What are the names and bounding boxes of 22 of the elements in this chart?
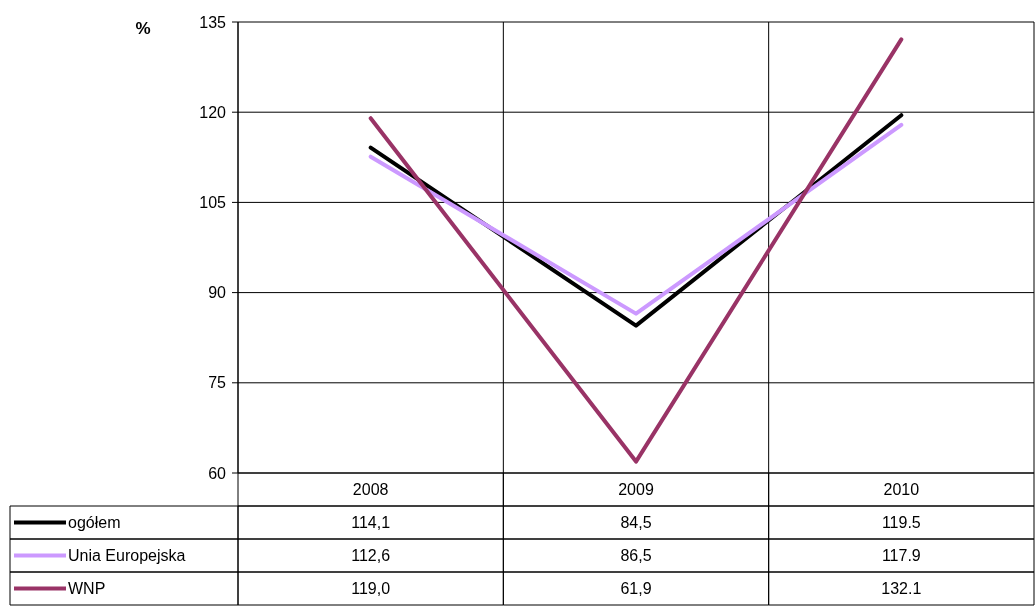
legend-label: ogółem bbox=[68, 514, 121, 532]
legend-label: Unia Europejska bbox=[68, 547, 186, 565]
y-tick-label: 60 bbox=[208, 464, 227, 482]
data-label: 114,1 bbox=[351, 514, 391, 532]
x-tick-label: 2010 bbox=[883, 481, 920, 499]
y-tick-label: 75 bbox=[208, 374, 227, 392]
y-tick-label: 105 bbox=[199, 194, 227, 211]
x-tick-label: 2009 bbox=[618, 481, 654, 499]
legend-label: WNP bbox=[68, 580, 106, 598]
x-tick-label: 2008 bbox=[352, 481, 389, 499]
data-label: 86,5 bbox=[620, 547, 652, 565]
data-label: 117.9 bbox=[881, 547, 921, 565]
data-label: 61,9 bbox=[620, 580, 652, 598]
y-tick-label: 90 bbox=[208, 284, 227, 302]
data-label: 119.5 bbox=[881, 514, 921, 532]
data-label: 84,5 bbox=[620, 514, 652, 532]
y-axis-title: % bbox=[135, 19, 151, 38]
y-tick-label: 135 bbox=[199, 13, 227, 31]
data-label: 112,6 bbox=[351, 547, 391, 565]
y-tick-label: 120 bbox=[199, 103, 227, 121]
data-label: 132.1 bbox=[881, 580, 922, 598]
data-label: 119,0 bbox=[351, 580, 391, 598]
